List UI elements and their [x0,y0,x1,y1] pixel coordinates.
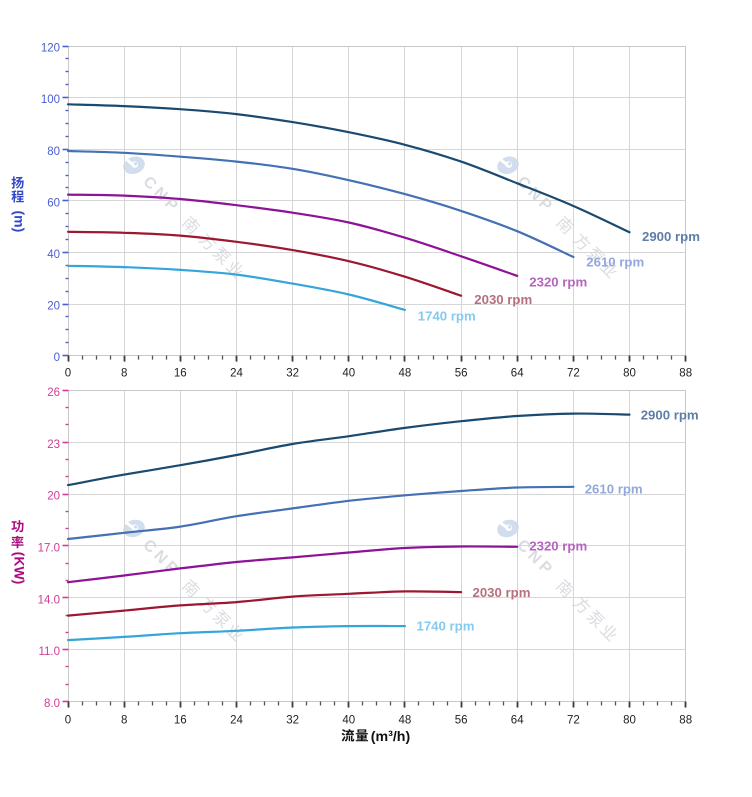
svg-text:24: 24 [230,715,243,727]
svg-text:2320 rpm: 2320 rpm [529,538,587,553]
svg-text:2320 rpm: 2320 rpm [529,275,587,290]
svg-text:80: 80 [47,146,60,158]
svg-text:60: 60 [47,197,60,209]
svg-text:0: 0 [65,368,71,380]
svg-text:0: 0 [65,715,71,727]
svg-text:48: 48 [399,715,412,727]
svg-text:14.0: 14.0 [38,594,60,606]
svg-text:80: 80 [623,715,636,727]
svg-text:1740 rpm: 1740 rpm [418,308,476,323]
svg-text:40: 40 [47,249,60,261]
svg-text:2030 rpm: 2030 rpm [473,585,531,600]
svg-text:120: 120 [41,43,60,55]
svg-text:32: 32 [286,715,299,727]
svg-text:2900 rpm: 2900 rpm [642,229,700,244]
svg-text:(m): (m) [11,211,27,233]
svg-text:2900 rpm: 2900 rpm [641,408,699,423]
svg-text:26: 26 [47,387,60,399]
svg-text:8.0: 8.0 [44,698,60,710]
svg-text:17.0: 17.0 [38,543,60,555]
svg-text:64: 64 [511,715,524,727]
svg-text:72: 72 [567,715,580,727]
svg-text:56: 56 [455,368,468,380]
svg-text:2610 rpm: 2610 rpm [586,254,644,269]
svg-text:80: 80 [623,368,636,380]
svg-text:24: 24 [230,368,243,380]
svg-text:40: 40 [342,368,355,380]
svg-text:40: 40 [342,715,355,727]
svg-text:16: 16 [174,368,187,380]
svg-text:1740 rpm: 1740 rpm [417,618,475,633]
svg-text:(KW): (KW) [11,552,27,585]
svg-text:20: 20 [47,301,60,313]
svg-text:72: 72 [567,368,580,380]
svg-text:8: 8 [121,715,127,727]
svg-text:100: 100 [41,94,60,106]
svg-text:88: 88 [679,368,692,380]
svg-text:2610 rpm: 2610 rpm [585,481,643,496]
svg-text:56: 56 [455,715,468,727]
svg-text:0: 0 [54,352,60,364]
svg-text:48: 48 [399,368,412,380]
svg-text:16: 16 [174,715,187,727]
svg-text:32: 32 [286,368,299,380]
svg-text:8: 8 [121,368,127,380]
svg-text:(m³/h): (m³/h) [371,729,411,745]
svg-text:88: 88 [679,715,692,727]
svg-text:2030 rpm: 2030 rpm [474,292,532,307]
svg-text:11.0: 11.0 [38,646,60,658]
svg-text:23: 23 [47,439,60,451]
svg-text:20: 20 [47,491,60,503]
svg-text:64: 64 [511,368,524,380]
